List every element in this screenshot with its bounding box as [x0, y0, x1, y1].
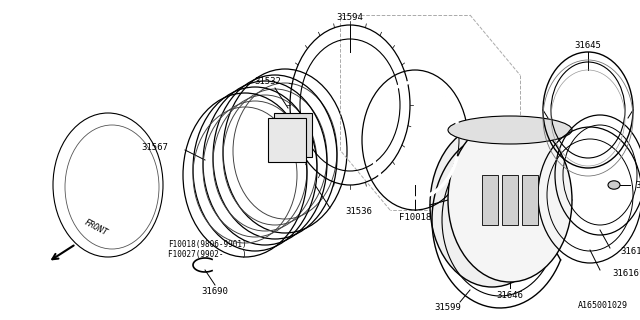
- Text: 31690: 31690: [202, 287, 228, 297]
- Text: 31567: 31567: [141, 143, 168, 153]
- Text: FRONT: FRONT: [83, 218, 109, 238]
- Text: 31616*A: 31616*A: [620, 247, 640, 257]
- Text: A165001029: A165001029: [578, 301, 628, 310]
- Text: 31532: 31532: [255, 77, 282, 86]
- Bar: [522, 175, 538, 225]
- Bar: [482, 175, 498, 225]
- Text: 31647: 31647: [635, 180, 640, 189]
- Text: 31594: 31594: [337, 13, 364, 22]
- Text: 31616*B: 31616*B: [612, 269, 640, 278]
- Text: 31646: 31646: [497, 291, 524, 300]
- Ellipse shape: [448, 118, 572, 282]
- Text: F10018: F10018: [399, 213, 431, 222]
- Text: F10018(9806-9901): F10018(9806-9901): [168, 240, 246, 249]
- Bar: [268, 118, 306, 162]
- Bar: [502, 175, 518, 225]
- Bar: [274, 113, 312, 157]
- Text: F10027(9902-    ): F10027(9902- ): [168, 250, 246, 259]
- Ellipse shape: [430, 123, 554, 287]
- Text: 31599: 31599: [435, 303, 461, 313]
- Ellipse shape: [448, 116, 572, 144]
- Ellipse shape: [608, 181, 620, 189]
- Text: 31536: 31536: [345, 207, 372, 217]
- Text: 31645: 31645: [575, 41, 602, 50]
